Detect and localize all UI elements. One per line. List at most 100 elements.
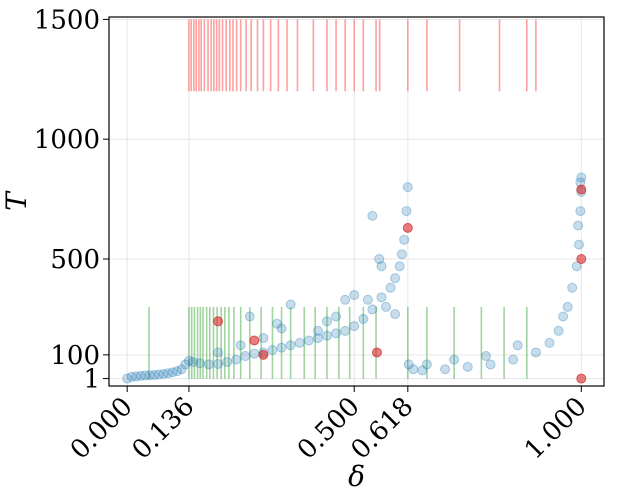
data-point [367, 210, 378, 221]
data-point [376, 292, 387, 303]
data-point [153, 369, 164, 380]
data-point [122, 373, 133, 384]
y-tick-label: 1500 [34, 5, 100, 35]
data-point [203, 359, 214, 370]
y-tick-label: 500 [50, 245, 100, 275]
data-point [567, 282, 578, 293]
x-tick-label: 0.000 [65, 392, 139, 466]
data-point [576, 172, 587, 183]
data-point [530, 347, 541, 358]
data-point [508, 354, 519, 365]
data-point [390, 273, 401, 284]
data-point [574, 239, 585, 250]
data-point [575, 206, 586, 217]
data-point [512, 340, 523, 351]
data-point [390, 309, 401, 320]
data-point [349, 321, 360, 332]
data-point [231, 354, 242, 365]
data-point [149, 369, 160, 380]
data-point [371, 347, 382, 358]
data-point [267, 345, 278, 356]
data-point [172, 366, 183, 377]
data-point [358, 313, 369, 324]
data-point [212, 316, 223, 327]
data-point [576, 184, 587, 195]
data-point [183, 355, 194, 366]
data-point [188, 357, 199, 368]
data-point [462, 361, 473, 372]
data-point [485, 359, 496, 370]
data-point [376, 261, 387, 272]
y-tick-label: 1000 [34, 125, 100, 155]
grid [109, 17, 604, 386]
data-point [421, 359, 432, 370]
data-point [402, 222, 413, 233]
data-point [331, 311, 342, 322]
x-tick-label: 0.618 [346, 392, 420, 466]
data-point [135, 370, 146, 381]
data-point [576, 254, 587, 265]
data-point [321, 330, 332, 341]
green-rug-lines [148, 306, 528, 379]
data-point [140, 370, 151, 381]
data-point [258, 349, 269, 360]
data-point [176, 364, 187, 375]
data-point [276, 323, 287, 334]
red-rug-lines [188, 19, 537, 92]
data-point [212, 358, 223, 369]
data-point [303, 335, 314, 346]
data-point [312, 325, 323, 336]
data-point [272, 318, 283, 329]
plot-frame [108, 16, 605, 387]
x-tick-label: 0.136 [127, 392, 201, 466]
y-axis-label: T [0, 190, 33, 211]
data-point [312, 333, 323, 344]
scatter-points [122, 172, 587, 384]
data-point [194, 358, 205, 369]
y-tick-label: 100 [50, 341, 100, 371]
data-point [544, 337, 555, 348]
data-point [249, 348, 260, 359]
y-tick-label: 1 [83, 365, 100, 395]
x-axis-label: δ [348, 460, 365, 493]
data-point [163, 368, 174, 379]
data-point [396, 249, 407, 260]
data-point [212, 347, 223, 358]
data-point [571, 261, 582, 272]
data-point [480, 351, 491, 362]
data-point [240, 351, 251, 362]
data-point [131, 371, 142, 382]
data-point [144, 370, 155, 381]
data-point [403, 359, 414, 370]
data-point [126, 371, 137, 382]
data-point [381, 301, 392, 312]
data-point [340, 325, 351, 336]
data-point [331, 328, 342, 339]
data-point [362, 294, 373, 305]
data-point [562, 301, 573, 312]
data-point [235, 340, 246, 351]
data-point [573, 220, 584, 231]
data-point [244, 311, 255, 322]
data-point [553, 325, 564, 336]
data-point [394, 261, 405, 272]
x-tick-label: 1.000 [519, 392, 593, 466]
data-point [399, 234, 410, 245]
data-point [349, 289, 360, 300]
data-point [285, 340, 296, 351]
data-point [285, 299, 296, 310]
data-point [417, 365, 428, 376]
data-point [367, 304, 378, 315]
data-point [222, 357, 233, 368]
data-point [249, 335, 260, 346]
data-point [276, 342, 287, 353]
data-point [374, 254, 385, 265]
data-point [294, 337, 305, 348]
data-point [576, 373, 587, 384]
data-point [402, 182, 413, 193]
data-point [167, 367, 178, 378]
data-point [321, 316, 332, 327]
